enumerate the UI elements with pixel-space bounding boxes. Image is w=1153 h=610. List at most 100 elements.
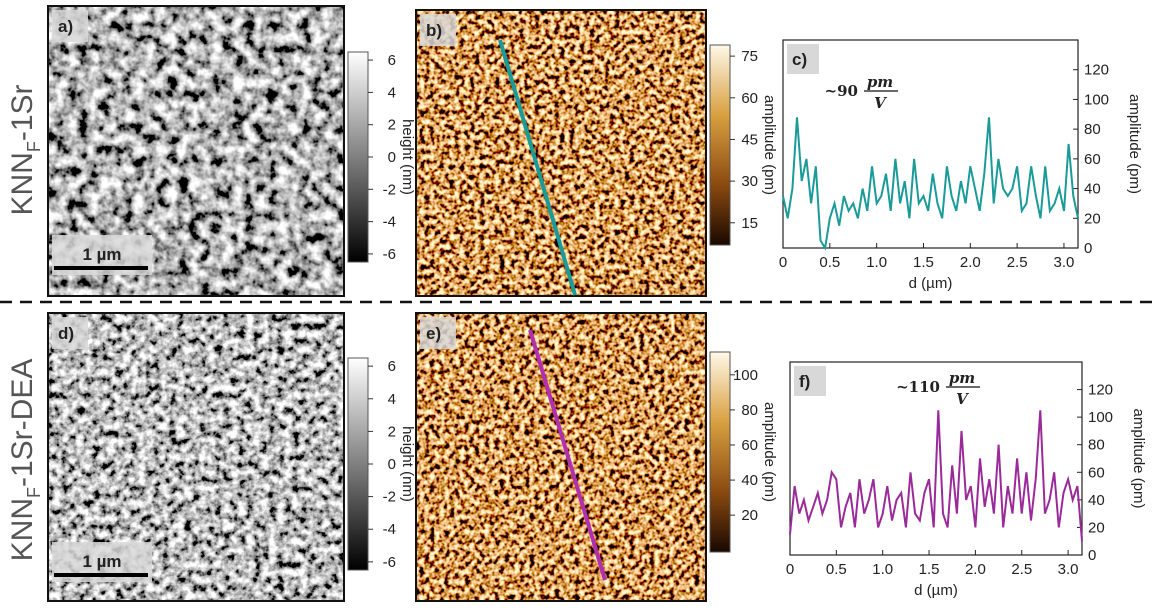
row-label: KNNF-1Sr <box>6 84 44 215</box>
label-box <box>52 10 88 42</box>
plot-frame <box>782 39 1079 249</box>
colorbar-tick-label: -2 <box>383 181 396 198</box>
colorbar <box>347 357 369 571</box>
colorbar-tick-label: -4 <box>383 521 396 538</box>
frame <box>415 9 707 297</box>
y-tick-label: 60 <box>1088 464 1105 481</box>
frame <box>47 312 345 602</box>
panel-label: d) <box>58 324 74 343</box>
annotation-prefix: ~90 <box>825 82 858 100</box>
y-tick-label: 100 <box>1084 91 1109 108</box>
label-box <box>420 317 456 349</box>
colorbar-tick-label: -2 <box>383 489 396 506</box>
colorbar-label: height (nm) <box>399 426 416 502</box>
x-tick-label: 3.0 <box>1058 561 1079 578</box>
panel-label: e) <box>426 324 441 343</box>
x-tick-label: 1.5 <box>913 254 934 271</box>
colorbar-tick-label: 75 <box>741 48 758 65</box>
line <box>782 117 1079 251</box>
row-main: KNN <box>6 498 39 561</box>
colorbar-tick-label: -4 <box>383 214 396 231</box>
y-tick-label: 80 <box>1088 437 1105 454</box>
x-tick-label: 1.0 <box>872 561 893 578</box>
x-tick-label: 2.5 <box>1011 561 1032 578</box>
row-rest: -1Sr-DEA <box>6 359 39 487</box>
y-tick-label: 60 <box>1084 151 1101 168</box>
colorbar-tick-label: 45 <box>741 131 758 148</box>
profile-line <box>528 329 607 581</box>
row-sub: F <box>24 487 44 498</box>
label-box <box>787 44 819 74</box>
y-tick-label: 0 <box>1084 240 1092 257</box>
row-sub: F <box>24 141 44 152</box>
row-label: KNNF-1Sr-DEA <box>6 359 44 562</box>
label-box <box>52 317 88 349</box>
pfm-image <box>416 313 706 601</box>
colorbar-tick-label: 2 <box>388 423 396 440</box>
x-tick-label: 3.0 <box>1054 254 1075 271</box>
y-tick-label: 40 <box>1084 181 1101 198</box>
colorbar-tick-label: 0 <box>388 456 396 473</box>
annotation-denominator: V <box>956 390 969 408</box>
colorbar-tick-label: 6 <box>388 52 396 69</box>
x-tick-label: 2.0 <box>960 254 981 271</box>
y-tick-label: 20 <box>1084 210 1101 227</box>
colorbar-tick-label: -6 <box>383 554 396 571</box>
label-box <box>794 366 826 396</box>
line <box>789 410 1083 542</box>
colorbar-label: amplitude (pm) <box>761 402 778 502</box>
colorbar-tick-label: 2 <box>388 117 396 134</box>
x-tick-label: 2.0 <box>965 561 986 578</box>
panel-label: c) <box>792 50 807 69</box>
row-rest: -1Sr <box>6 84 39 141</box>
scale-bar-label: 1 µm <box>82 552 121 571</box>
y-axis-label: amplitude (pm) <box>1126 94 1143 194</box>
y-tick-label: 80 <box>1084 121 1101 138</box>
label-box <box>420 14 456 46</box>
colorbar <box>709 351 731 553</box>
y-axis-label: amplitude (pm) <box>1130 408 1147 508</box>
y-tick-label: 100 <box>1088 409 1113 426</box>
x-tick-label: 0 <box>786 561 794 578</box>
y-tick-label: 120 <box>1088 382 1113 399</box>
annotation-denominator: V <box>874 94 887 112</box>
frame <box>47 5 345 297</box>
colorbar-tick-label: 15 <box>741 215 758 232</box>
colorbar-tick-label: 60 <box>741 90 758 107</box>
x-axis-label: d (µm) <box>909 275 953 292</box>
profile-line <box>498 39 577 296</box>
x-tick-label: 1.5 <box>919 561 940 578</box>
x-tick-label: 1.0 <box>866 254 887 271</box>
colorbar-tick-label: 4 <box>388 84 396 101</box>
colorbar-tick-label: 80 <box>741 402 758 419</box>
x-tick-label: 0.5 <box>819 254 840 271</box>
y-tick-label: 120 <box>1084 62 1109 79</box>
colorbar-tick-label: 0 <box>388 149 396 166</box>
y-tick-label: 40 <box>1088 492 1105 509</box>
x-axis-label: d (µm) <box>914 582 958 599</box>
annotation-numerator: pm <box>867 73 893 91</box>
annotation-numerator: pm <box>949 369 975 387</box>
x-tick-label: 0.5 <box>826 561 847 578</box>
row-main: KNN <box>6 152 39 215</box>
colorbar-tick-label: -6 <box>383 246 396 263</box>
colorbar-tick-label: 100 <box>733 367 758 384</box>
x-tick-label: 2.5 <box>1007 254 1028 271</box>
annotation-prefix: ~110 <box>896 378 940 396</box>
panel-label: f) <box>799 372 810 391</box>
colorbar-tick-label: 20 <box>741 507 758 524</box>
colorbar-tick-label: 60 <box>741 437 758 454</box>
colorbar <box>709 44 731 246</box>
colorbar-label: amplitude (pm) <box>761 95 778 195</box>
colorbar-tick-label: 6 <box>388 358 396 375</box>
y-tick-label: 0 <box>1088 547 1096 564</box>
panel-label: b) <box>426 21 442 40</box>
colorbar-tick-label: 4 <box>388 391 396 408</box>
frame <box>415 312 707 602</box>
x-tick-label: 0 <box>779 254 787 271</box>
colorbar-tick-label: 40 <box>741 472 758 489</box>
colorbar-tick-label: 30 <box>741 173 758 190</box>
scale-bar-label: 1 µm <box>82 245 121 264</box>
colorbar <box>347 51 369 263</box>
